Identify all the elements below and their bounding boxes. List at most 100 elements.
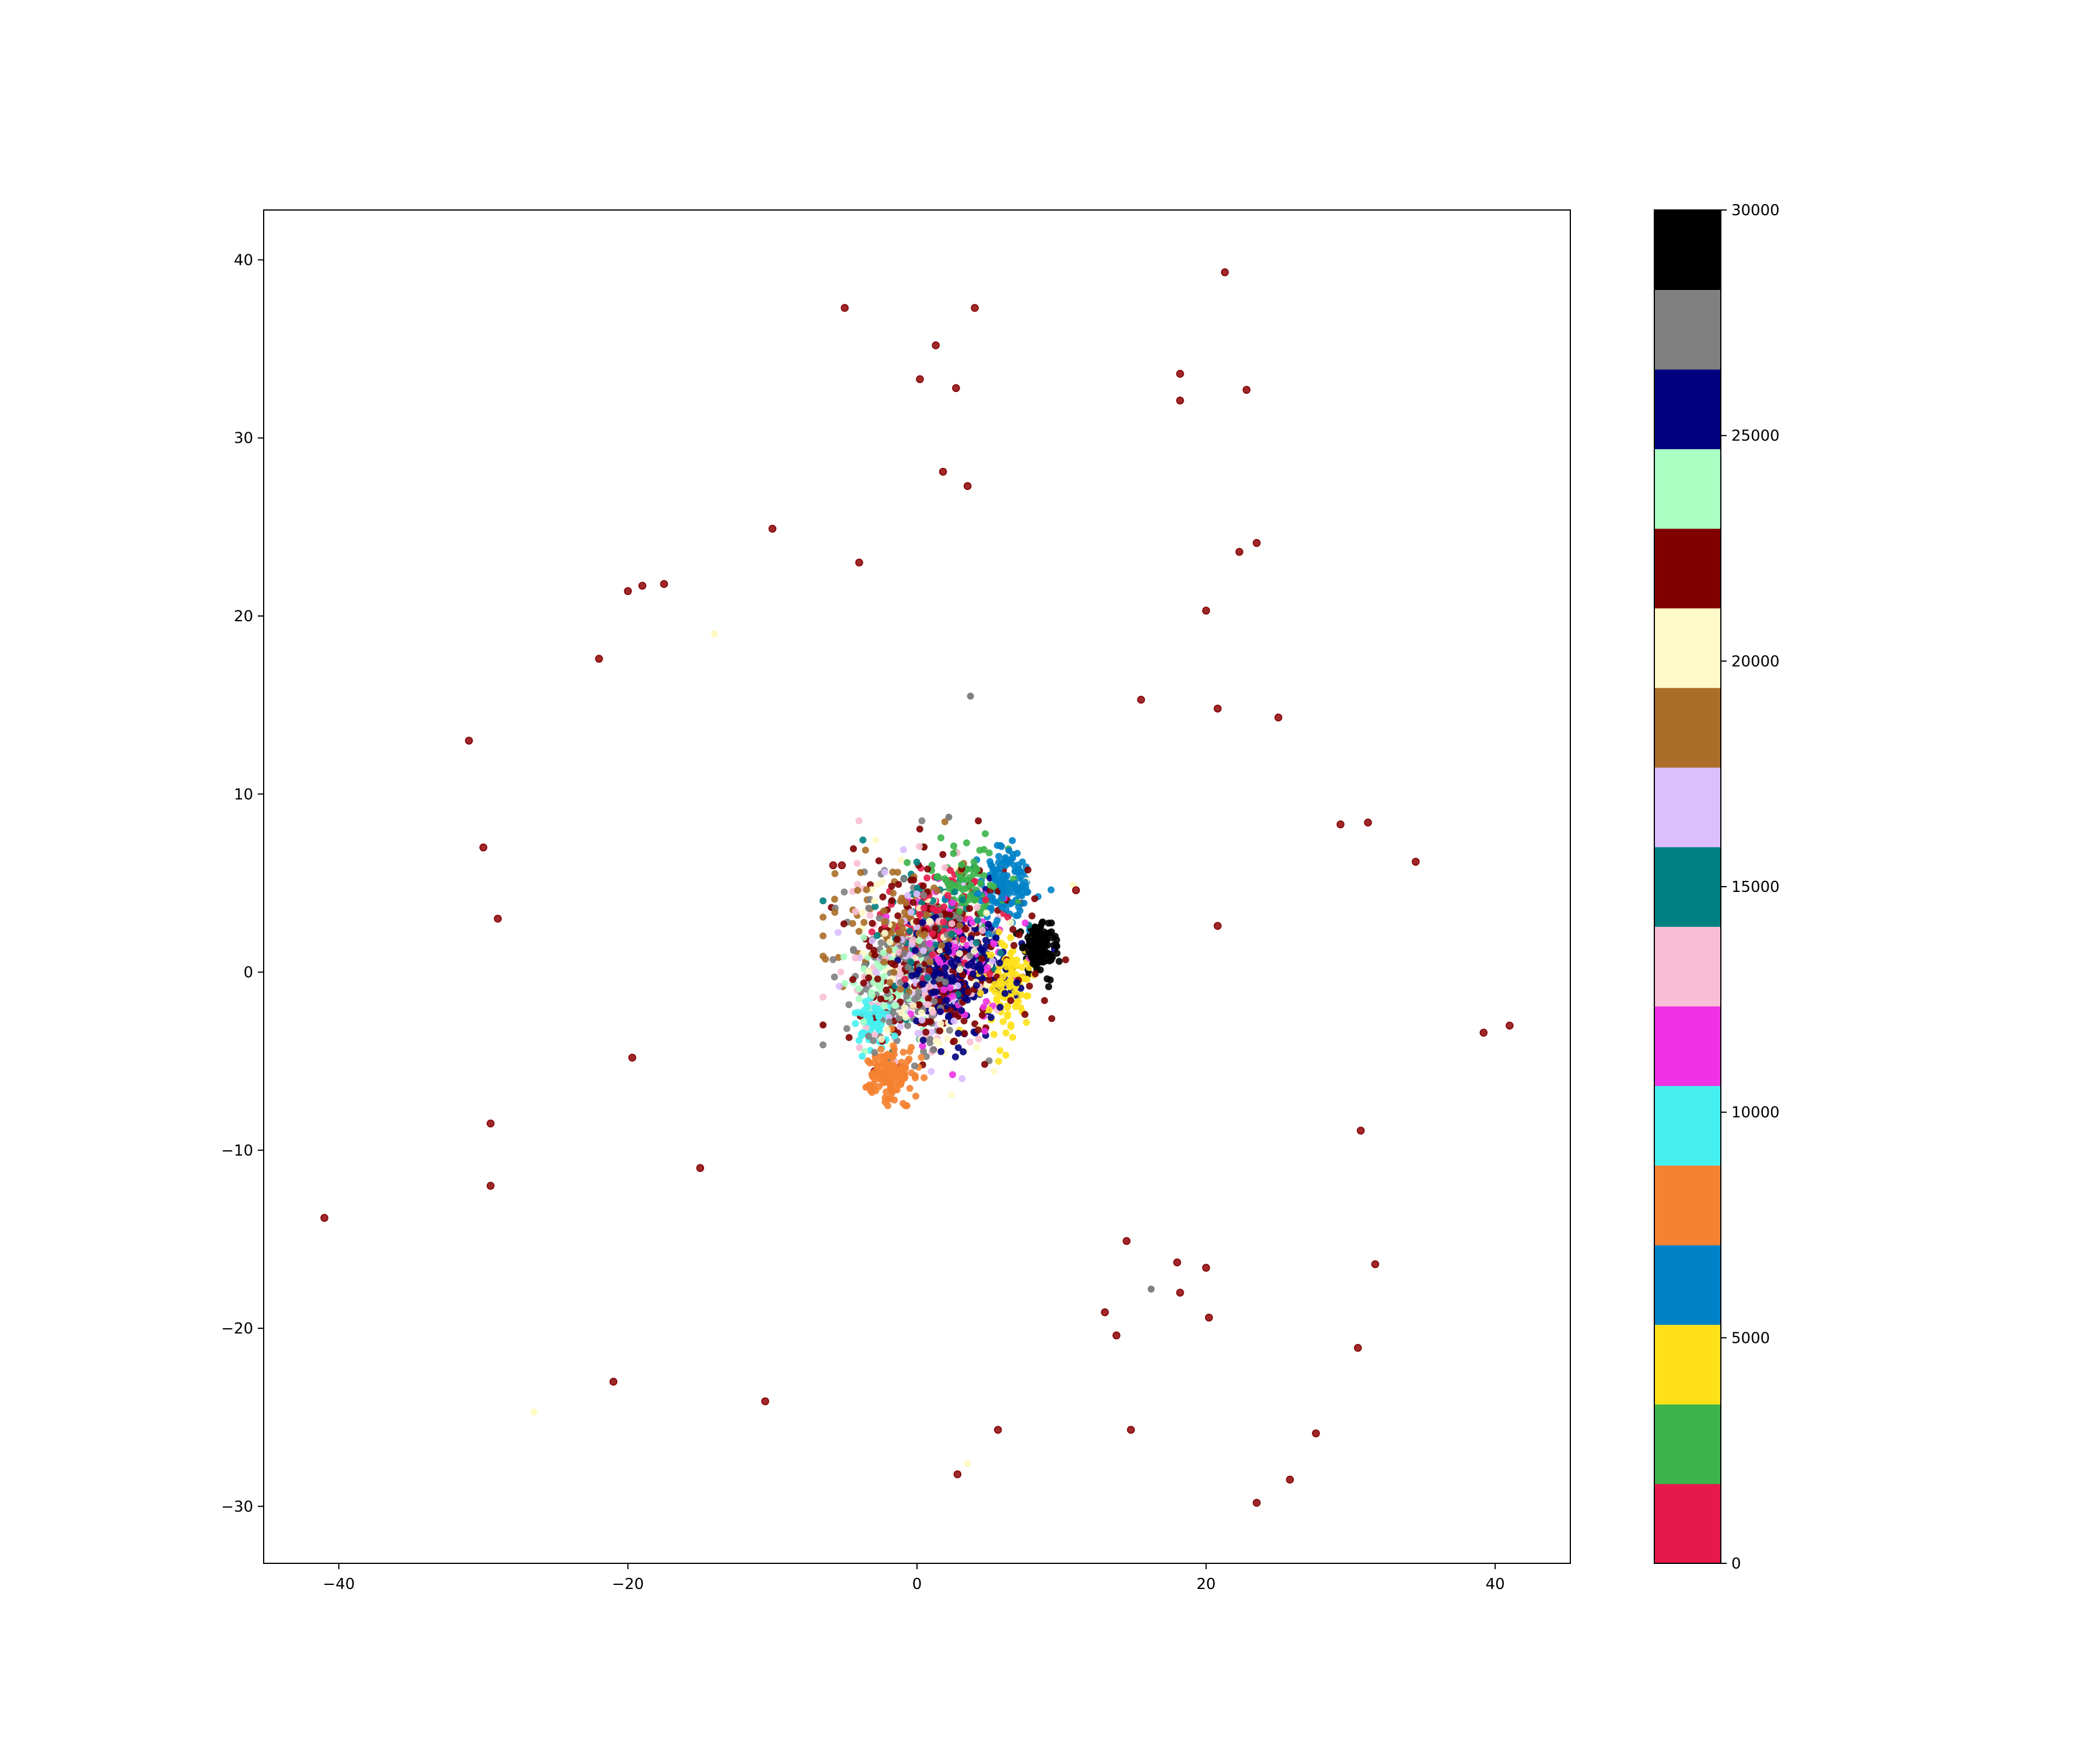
data-point bbox=[929, 905, 937, 912]
data-point bbox=[972, 1044, 980, 1051]
outlier-point bbox=[1173, 1258, 1181, 1266]
data-point bbox=[940, 903, 948, 911]
outlier-point bbox=[465, 736, 473, 745]
outlier-point bbox=[963, 482, 972, 490]
data-point bbox=[954, 956, 961, 964]
data-point bbox=[869, 1024, 877, 1031]
data-point bbox=[911, 995, 919, 1003]
data-point bbox=[987, 1014, 995, 1021]
data-point bbox=[951, 1037, 958, 1045]
data-point bbox=[1007, 997, 1014, 1005]
data-point bbox=[945, 942, 953, 949]
data-point bbox=[843, 1025, 850, 1032]
outlier-point bbox=[768, 524, 776, 533]
colorbar-segment bbox=[1654, 608, 1721, 688]
colorbar-tick-label: 10000 bbox=[1731, 1104, 1780, 1122]
data-point bbox=[998, 939, 1005, 947]
outlier-point bbox=[1137, 695, 1145, 704]
data-point bbox=[986, 970, 993, 978]
data-point bbox=[904, 1057, 912, 1065]
data-point bbox=[956, 908, 963, 915]
data-point bbox=[880, 1002, 888, 1010]
data-point bbox=[996, 959, 1003, 967]
data-point bbox=[949, 1071, 956, 1079]
data-point bbox=[854, 887, 862, 894]
data-point bbox=[983, 909, 991, 917]
colorbar-tick-label: 25000 bbox=[1731, 428, 1780, 445]
data-point bbox=[920, 1048, 928, 1055]
data-point bbox=[856, 1044, 863, 1051]
data-point bbox=[970, 970, 977, 978]
x-tick-label: 20 bbox=[1196, 1576, 1216, 1593]
data-point bbox=[831, 870, 839, 877]
outlier-point bbox=[494, 915, 502, 923]
data-point bbox=[1009, 1034, 1016, 1041]
data-point bbox=[911, 1062, 918, 1070]
data-point bbox=[924, 865, 932, 873]
data-point bbox=[852, 1020, 859, 1027]
data-point bbox=[929, 1009, 936, 1016]
data-point bbox=[964, 961, 972, 969]
data-point bbox=[901, 909, 908, 916]
data-point bbox=[926, 982, 933, 990]
data-point bbox=[929, 1046, 937, 1054]
data-point bbox=[1014, 998, 1022, 1005]
data-point bbox=[888, 883, 895, 890]
data-point bbox=[974, 904, 981, 911]
data-point bbox=[855, 1037, 863, 1044]
data-point bbox=[913, 890, 921, 898]
colorbar-segment bbox=[1654, 528, 1721, 608]
x-tick-label: 0 bbox=[912, 1576, 922, 1593]
data-point bbox=[1013, 962, 1021, 970]
data-point bbox=[918, 899, 926, 907]
data-point bbox=[960, 1017, 968, 1025]
data-point bbox=[950, 963, 958, 970]
data-point bbox=[945, 881, 953, 888]
colorbar-segment bbox=[1654, 210, 1721, 290]
data-point bbox=[992, 921, 999, 928]
data-point bbox=[904, 964, 912, 971]
data-point bbox=[922, 1028, 930, 1036]
data-point bbox=[929, 897, 937, 904]
data-point bbox=[895, 881, 902, 888]
data-point bbox=[986, 881, 994, 889]
data-point bbox=[925, 995, 932, 1002]
data-point bbox=[945, 1012, 953, 1020]
data-point bbox=[995, 853, 1003, 860]
data-point bbox=[1046, 957, 1054, 965]
data-point bbox=[991, 1068, 998, 1075]
data-point bbox=[978, 946, 985, 953]
data-point bbox=[936, 1027, 943, 1035]
outlier-point bbox=[932, 341, 940, 349]
data-point bbox=[1026, 982, 1033, 990]
data-point bbox=[930, 972, 938, 979]
data-point bbox=[921, 1074, 928, 1082]
data-point bbox=[883, 1052, 890, 1059]
data-point bbox=[915, 1001, 923, 1009]
data-point bbox=[910, 876, 918, 884]
data-point bbox=[853, 860, 861, 867]
data-point bbox=[903, 992, 911, 1000]
outlier-point bbox=[479, 844, 488, 852]
data-point bbox=[986, 858, 994, 865]
data-point bbox=[999, 904, 1006, 911]
data-point bbox=[967, 891, 975, 899]
data-point bbox=[982, 830, 989, 838]
data-point bbox=[891, 961, 899, 969]
data-point bbox=[819, 1021, 827, 1029]
data-point bbox=[916, 911, 924, 918]
data-point bbox=[986, 977, 993, 984]
data-point bbox=[859, 836, 867, 844]
data-point bbox=[959, 896, 967, 904]
data-point bbox=[968, 919, 976, 926]
data-point bbox=[886, 1019, 893, 1026]
data-point bbox=[922, 911, 930, 919]
data-point bbox=[962, 995, 970, 1002]
data-point bbox=[967, 692, 974, 700]
data-point bbox=[967, 1038, 974, 1046]
data-point bbox=[849, 976, 856, 984]
data-point bbox=[1023, 1019, 1030, 1026]
data-point bbox=[992, 876, 999, 884]
data-point bbox=[966, 905, 974, 912]
data-point bbox=[916, 825, 923, 833]
